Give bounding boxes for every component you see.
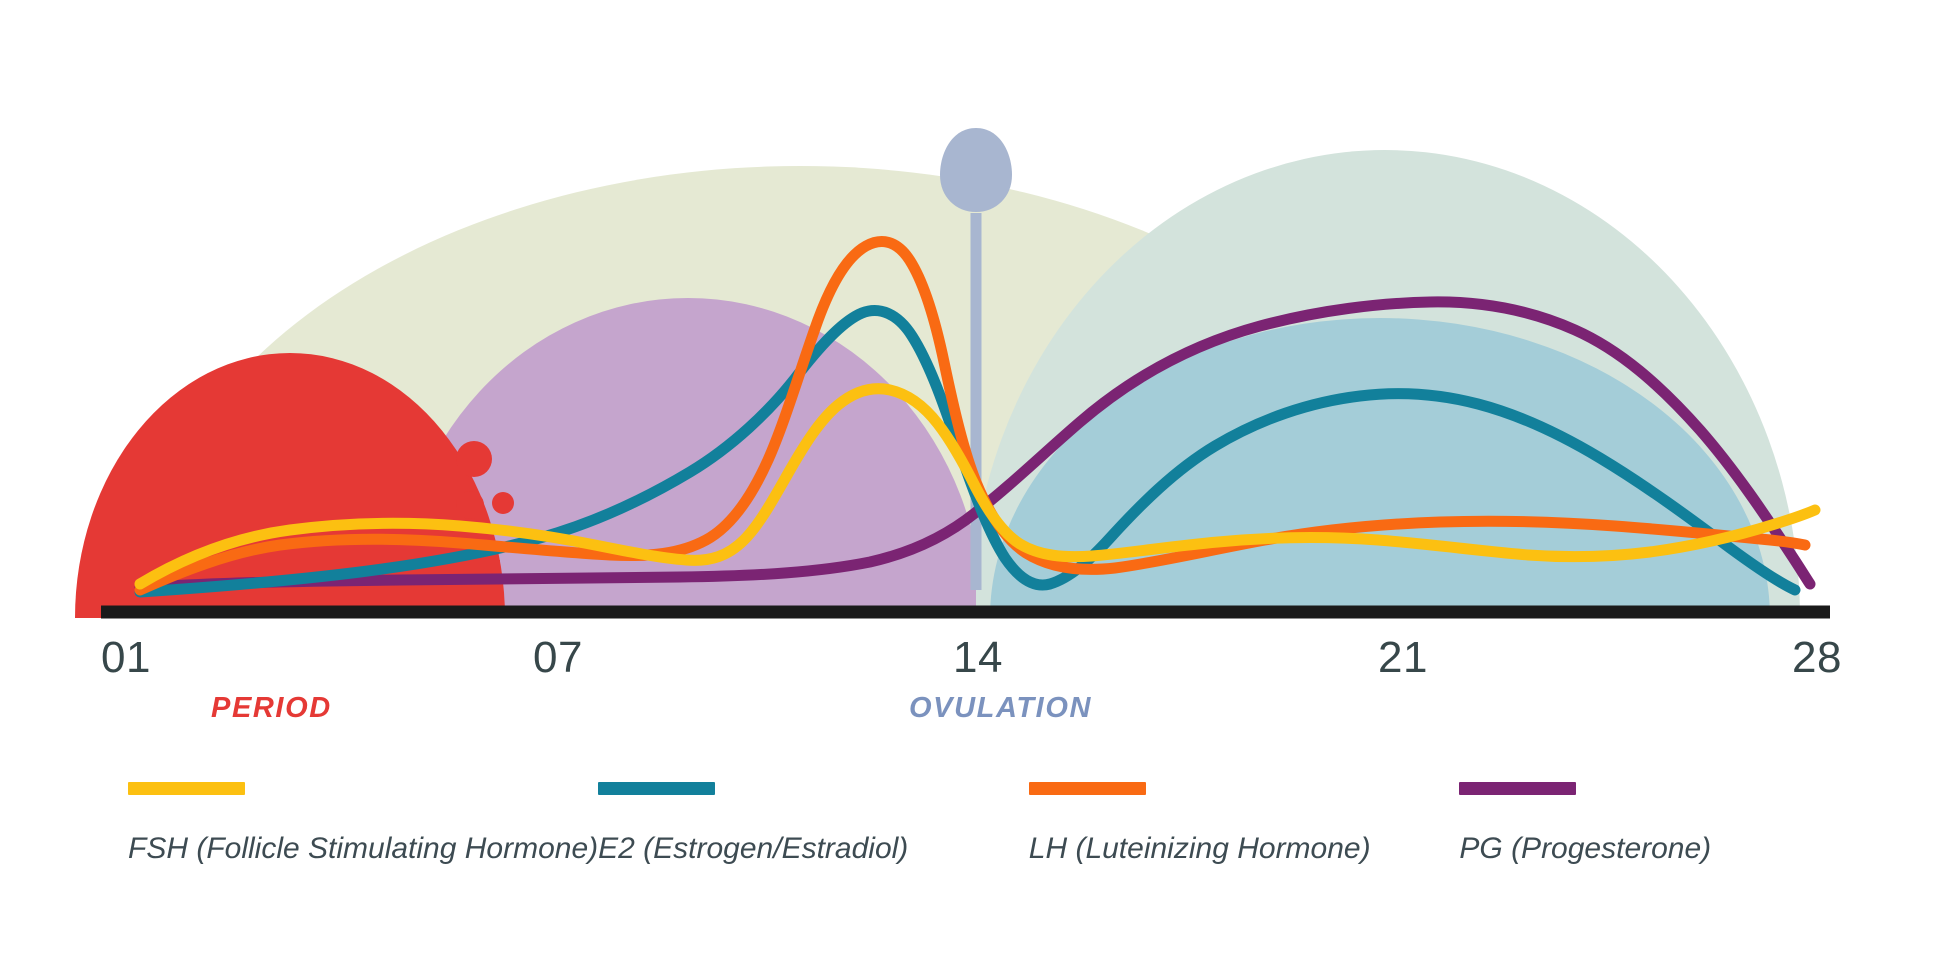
axis-tick-21: 21 [1378, 633, 1428, 682]
legend-swatch-lh [1028, 782, 1146, 795]
phase-shape-menstruation [75, 353, 505, 618]
ovulation-marker-group [940, 128, 1012, 590]
period-label: PERIOD [211, 692, 332, 724]
legend-item-lh[interactable]: LH (Luteinizing Hormone) [1028, 782, 1460, 922]
egg-icon [940, 128, 1012, 212]
axis-tick-14: 14 [953, 633, 1003, 682]
chart-legend: FSH (Follicle Stimulating Hormone) E2 (E… [0, 782, 1950, 922]
ovulation-label: OVULATION [909, 692, 1093, 724]
axis-tick-07: 07 [533, 633, 583, 682]
legend-item-e2[interactable]: E2 (Estrogen/Estradiol) [598, 782, 1029, 922]
axis-tick-01: 01 [101, 633, 151, 682]
curve-fsh [134, 383, 1821, 590]
period-dot-medium [456, 491, 484, 519]
legend-label-e2: E2 (Estrogen/Estradiol) [598, 832, 909, 865]
legend-swatch-fsh [128, 782, 245, 795]
period-dot-large [456, 441, 492, 477]
curve-lh [134, 236, 1811, 596]
legend-swatch-pg [1459, 782, 1577, 795]
legend-item-fsh[interactable]: FSH (Follicle Stimulating Hormone) [128, 782, 598, 922]
hormone-curves [134, 236, 1821, 598]
legend-label-lh: LH (Luteinizing Hormone) [1028, 832, 1371, 865]
period-dot-small [492, 492, 514, 514]
legend-label-fsh: FSH (Follicle Stimulating Hormone) [128, 832, 599, 865]
legend-item-pg[interactable]: PG (Progesterone) [1459, 782, 1890, 922]
legend-swatch-e2 [598, 782, 716, 795]
axis-tick-28: 28 [1792, 633, 1842, 682]
legend-label-pg: PG (Progesterone) [1459, 832, 1712, 865]
curve-e2 [134, 305, 1801, 598]
curve-pg [134, 296, 1816, 594]
